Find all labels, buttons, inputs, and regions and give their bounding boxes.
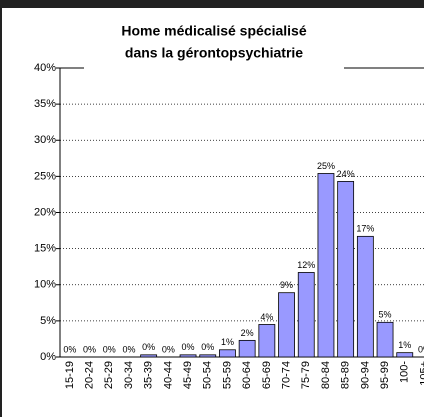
- bar: [337, 181, 355, 358]
- value-label: 24%: [337, 169, 355, 179]
- x-tick-label: 100-: [399, 361, 411, 383]
- x-tick-label: 85-89: [340, 361, 352, 389]
- x-tick-label: 75-79: [300, 361, 312, 389]
- x-tick-label: 65-69: [261, 361, 273, 389]
- value-label: 0%: [142, 342, 155, 352]
- value-label: 0%: [201, 342, 214, 352]
- bar: [396, 352, 414, 358]
- value-label: 1%: [221, 337, 234, 347]
- y-tick-label: 25%: [34, 170, 56, 182]
- y-tick-label: 10%: [34, 279, 56, 291]
- x-tick-label: 95-99: [379, 361, 391, 389]
- value-label: 0%: [103, 344, 116, 354]
- x-tick-label: 35-39: [143, 361, 155, 389]
- value-label: 17%: [356, 224, 374, 234]
- bar: [219, 349, 236, 358]
- value-label: 0%: [182, 342, 195, 352]
- value-label: 0%: [162, 344, 175, 354]
- value-label: 4%: [260, 312, 273, 322]
- value-label: 0%: [122, 344, 135, 354]
- y-tick-label: 40%: [34, 62, 56, 74]
- x-tick-label: 40-44: [162, 361, 174, 389]
- x-tick-label: 25-29: [103, 361, 115, 389]
- y-tick-label: 30%: [34, 134, 56, 146]
- x-tick-label: 30-34: [123, 361, 135, 389]
- y-tick-label: 15%: [34, 243, 56, 255]
- value-label: 0%: [83, 344, 96, 354]
- chart-title: dans la gérontopsychiatrie: [125, 45, 303, 61]
- y-tick-label: 5%: [40, 315, 56, 327]
- bar: [199, 354, 217, 358]
- value-label: 0%: [418, 344, 424, 354]
- x-tick-label: 45-49: [182, 361, 194, 389]
- y-tick-label: 0%: [40, 351, 56, 363]
- value-label: 0%: [63, 344, 76, 354]
- bar: [140, 354, 158, 358]
- chart: 0% 5% 10% 15% 20% 25% 30% 35% 40% Home médicalisé…: [34, 20, 424, 389]
- bar: [179, 354, 197, 358]
- value-label: 9%: [280, 280, 293, 290]
- bar: [258, 324, 276, 358]
- x-tick-label: 50-54: [202, 361, 214, 389]
- x-tick-label: 20-24: [83, 361, 95, 389]
- x-tick-label: 70-74: [280, 361, 292, 389]
- bar: [376, 321, 394, 358]
- bar: [317, 173, 335, 358]
- value-label: 25%: [317, 161, 335, 171]
- x-tick-label: 90-94: [359, 361, 371, 389]
- y-tick-label: 35%: [34, 98, 56, 110]
- bar: [297, 272, 315, 358]
- value-label: 2%: [241, 328, 254, 338]
- chart-title: Home médicalisé spécialisé: [121, 23, 306, 39]
- title-box: [84, 20, 344, 74]
- value-label: 12%: [297, 260, 315, 270]
- x-tick-label: 60-64: [241, 361, 253, 389]
- x-tick-label: 15-19: [64, 361, 76, 389]
- y-tick-label: 20%: [34, 206, 56, 218]
- value-label: 5%: [379, 310, 392, 320]
- x-tick-label: 80-84: [320, 361, 332, 389]
- x-tick-label: 55-59: [221, 361, 233, 389]
- bar: [278, 292, 295, 358]
- bar: [356, 235, 374, 358]
- x-tick-label: 105+: [418, 361, 424, 386]
- bar: [238, 339, 256, 358]
- value-label: 1%: [398, 340, 411, 350]
